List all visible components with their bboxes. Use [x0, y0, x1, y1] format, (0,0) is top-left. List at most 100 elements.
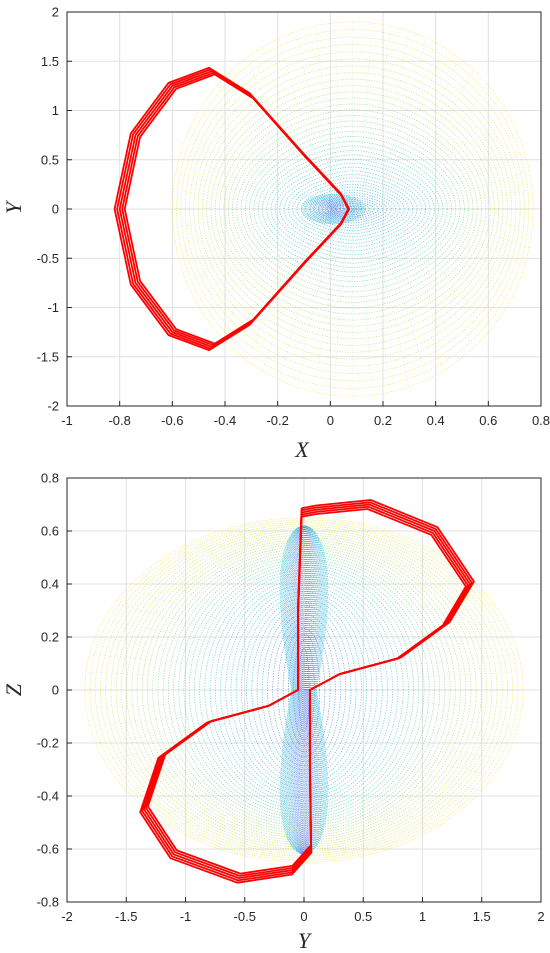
background-spoke [187, 132, 353, 210]
background-spoke [315, 25, 353, 210]
orbit-series [139, 499, 475, 884]
background-spoke [141, 707, 305, 806]
background-loop [275, 162, 431, 256]
x-tick-label: 0.2 [374, 413, 392, 428]
background-spoke [279, 37, 353, 210]
background-spoke [103, 700, 305, 761]
background-loop [84, 517, 524, 863]
background-spoke [352, 208, 525, 267]
background-loop [270, 158, 435, 260]
core-loop [323, 204, 343, 214]
background-spoke [236, 526, 305, 666]
background-loop [173, 556, 435, 824]
x-tick-label: -0.8 [108, 413, 130, 428]
y-tick-label: 0.8 [41, 471, 59, 486]
background-loop [298, 648, 310, 732]
background-spoke [236, 714, 305, 854]
background-spoke [176, 208, 353, 249]
core-loop [302, 194, 364, 224]
background-spoke [352, 208, 530, 249]
core-loop [328, 206, 338, 212]
background-loop [246, 598, 362, 782]
background-spoke [95, 636, 305, 683]
x-tick-label: 1 [419, 909, 426, 924]
y-tick-label: -0.4 [37, 789, 59, 804]
background-trajectory [171, 21, 534, 397]
background-spoke [262, 46, 353, 210]
core-loop [318, 201, 348, 217]
background-spoke [352, 208, 499, 320]
background-spoke [206, 208, 353, 320]
x-tick-label: -1 [180, 909, 192, 924]
background-spoke [157, 709, 305, 819]
x-tick-label: 2 [537, 909, 544, 924]
y-tick-label: 0.2 [41, 630, 59, 645]
background-spoke [352, 208, 444, 372]
background-loop [261, 609, 347, 771]
core-loop [327, 206, 339, 212]
background-spoke [352, 208, 409, 388]
background-loop [209, 575, 399, 805]
background-loop [313, 192, 392, 226]
background-spoke [114, 603, 305, 678]
background-loop [282, 628, 326, 752]
background-loop [279, 166, 427, 252]
core-loop [301, 193, 365, 225]
background-loop [318, 194, 388, 224]
background-spoke [206, 98, 353, 210]
background-spoke [303, 700, 505, 761]
background-spoke [352, 30, 409, 210]
background-spoke [352, 169, 530, 210]
background-spoke [352, 208, 474, 349]
y-tick-label: 2 [52, 5, 59, 20]
background-loop [266, 154, 439, 264]
y-tick-label: -0.6 [37, 842, 59, 857]
background-spoke [173, 189, 353, 210]
background-loop [257, 145, 448, 273]
background-loop [330, 201, 375, 217]
background-spoke [157, 561, 305, 671]
y-tick-label: 0 [52, 202, 59, 217]
background-spoke [352, 208, 533, 229]
background-spoke [246, 57, 353, 210]
background-spoke [352, 208, 487, 335]
x-axis-label: Y [298, 928, 313, 953]
background-loop [240, 125, 465, 293]
core-loop [306, 196, 360, 222]
background-spoke [352, 151, 525, 210]
background-loop [167, 554, 441, 826]
x-tick-label: 1.5 [473, 909, 491, 924]
background-spoke [296, 30, 353, 210]
x-tick-label: 0 [300, 909, 307, 924]
top-plot-xy: -1 -0.8 -0.6 -0.4 -0.2 0 0.2 0.4 0.6 0.8 2 1.5 1 0.5 0… [1, 5, 550, 463]
background-loop [193, 58, 512, 360]
background-loop [283, 170, 422, 248]
background-loop [253, 140, 452, 278]
background-spoke [214, 532, 305, 667]
background-spoke [303, 707, 467, 806]
background-spoke [176, 169, 353, 210]
background-loop [115, 530, 493, 850]
core-loop [285, 525, 323, 855]
background-spoke [303, 526, 372, 666]
background-spoke [352, 189, 533, 210]
background-spoke [352, 37, 427, 210]
background-spoke [352, 25, 391, 210]
background-spoke [352, 22, 372, 210]
y-tick-label: 0.5 [41, 152, 59, 167]
background-spoke [126, 588, 305, 675]
background-loop [293, 640, 315, 740]
background-loop [292, 177, 414, 241]
orbit-series [113, 66, 350, 352]
y-tick-label: -1.5 [37, 349, 59, 364]
background-spoke [141, 574, 305, 673]
background-spoke [187, 208, 353, 286]
background-spoke [352, 57, 459, 210]
background-loop [214, 578, 394, 802]
background-loop [183, 561, 425, 819]
axes-frame [66, 11, 542, 407]
core-loop [296, 525, 312, 855]
background-loop [157, 549, 451, 831]
core-loop [326, 205, 340, 213]
background-spoke [352, 98, 499, 210]
